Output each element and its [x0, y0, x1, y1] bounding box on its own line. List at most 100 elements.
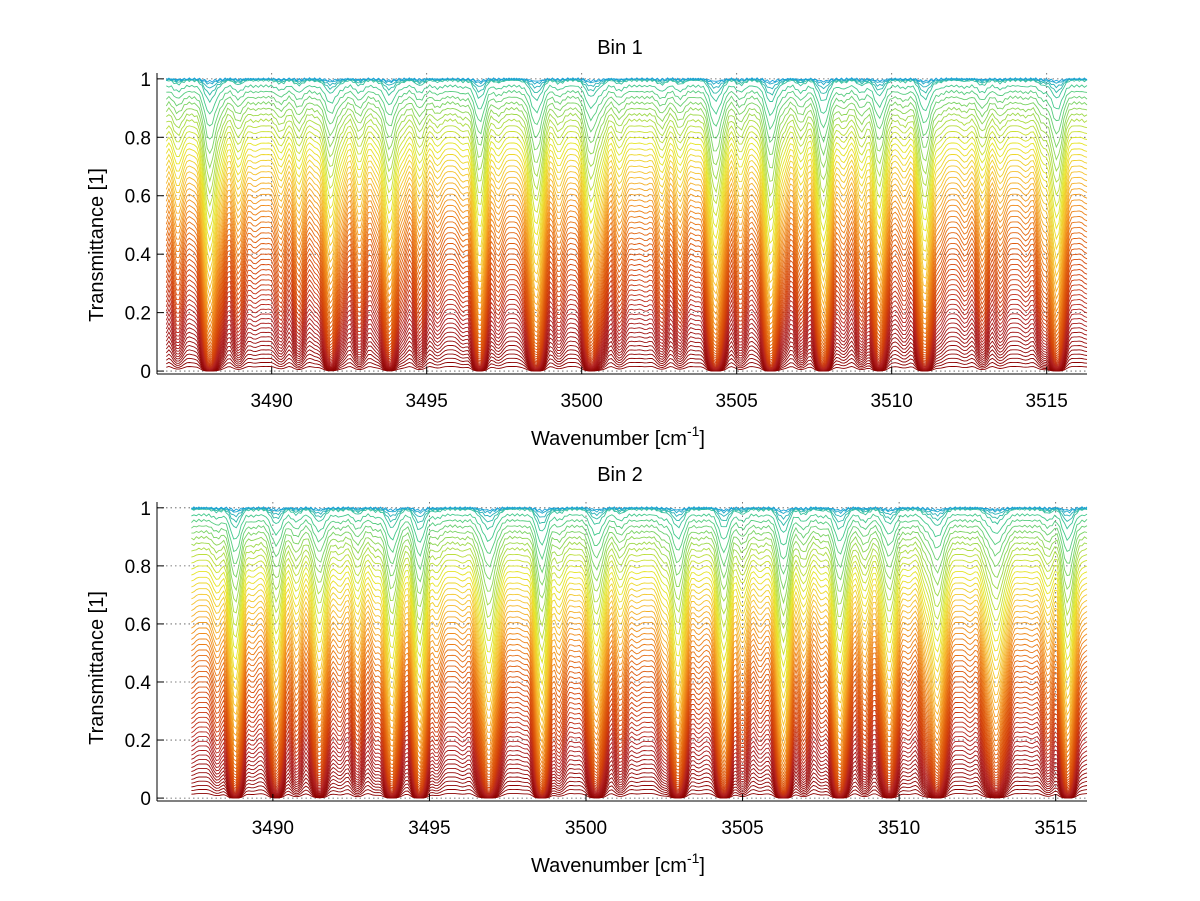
y-tick-label: 0	[140, 789, 151, 810]
series-line	[191, 541, 1088, 617]
series-line	[191, 506, 1088, 513]
series-line	[191, 610, 1088, 741]
series-line	[165, 283, 1088, 367]
x-tick-label: 3510	[871, 391, 913, 412]
series-line	[165, 142, 1088, 245]
series-line	[191, 593, 1088, 719]
x-axis-label: Wavenumber [cm-1]	[531, 423, 705, 450]
series-line	[165, 236, 1088, 353]
y-tick-label: 0.4	[125, 673, 152, 694]
series-line	[166, 112, 1088, 183]
series-line	[165, 278, 1088, 366]
series-line	[165, 176, 1088, 300]
y-tick-label: 0.4	[125, 245, 152, 266]
series-line	[166, 77, 1088, 96]
series-line	[165, 159, 1088, 275]
x-axis-label-suffix: ]	[699, 855, 705, 877]
series-line	[165, 125, 1088, 209]
series-line	[191, 513, 1088, 546]
series-line	[191, 565, 1088, 668]
series-line	[191, 518, 1088, 561]
series-line	[166, 366, 1088, 372]
series-line	[191, 726, 1088, 797]
series-line	[165, 267, 1088, 364]
series-line	[165, 106, 1088, 170]
x-axis-label-sup: -1	[687, 850, 700, 866]
series-line	[166, 84, 1088, 117]
series-line	[191, 643, 1088, 772]
series-line	[191, 680, 1088, 789]
panel-bin-1: Bin 1 3490 3495 3500 3505 3510 3515 0 0.2 0.4 0.6…	[86, 37, 1088, 450]
series-line	[191, 745, 1088, 798]
series-line	[165, 307, 1088, 370]
series-line	[165, 302, 1088, 370]
series-line	[165, 214, 1088, 340]
series-line	[166, 117, 1088, 197]
x-axis-label-text: Wavenumber [cm	[531, 855, 687, 877]
series-line	[165, 349, 1088, 372]
series-line	[165, 252, 1088, 359]
series-line	[191, 675, 1088, 787]
tick-labels: 3490 3495 3500 3505 3510 3515 0 0.2 0.4 0.6 0.8 1	[125, 70, 1068, 412]
y-tick-label: 0.8	[125, 557, 151, 578]
x-tick-label: 3495	[406, 391, 448, 412]
series-line	[165, 220, 1088, 343]
series-line	[191, 686, 1088, 790]
series-line	[165, 353, 1088, 372]
series-line	[191, 559, 1088, 656]
series-line	[191, 754, 1088, 798]
series-line	[191, 627, 1088, 759]
series-line	[165, 298, 1088, 369]
series-line	[191, 599, 1088, 727]
x-axis-label: Wavenumber [cm-1]	[531, 850, 705, 877]
series-line	[165, 192, 1088, 320]
series-line	[191, 535, 1088, 605]
series-line	[165, 203, 1088, 331]
series-line	[191, 701, 1088, 794]
series-line	[165, 317, 1088, 371]
chart-title: Bin 1	[597, 37, 643, 59]
series-line	[165, 288, 1088, 368]
series-line	[165, 164, 1088, 284]
series-line	[191, 665, 1088, 783]
x-tick-label: 3515	[1026, 391, 1068, 412]
y-tick-label: 0.2	[125, 731, 151, 752]
series-line	[191, 659, 1088, 781]
series-line	[191, 735, 1088, 798]
x-tick-label: 3495	[408, 818, 450, 839]
series-line	[165, 95, 1088, 144]
series-line	[165, 100, 1088, 157]
series-line	[165, 209, 1088, 335]
series-line	[166, 357, 1088, 372]
series-line	[165, 136, 1088, 233]
series-line	[165, 170, 1088, 292]
series-line	[165, 147, 1088, 255]
series-line	[191, 706, 1088, 795]
y-axis-label: Transmittance [1]	[86, 591, 108, 745]
series-line	[165, 331, 1088, 371]
x-tick-label: 3490	[251, 391, 293, 412]
x-tick-label: 3505	[721, 818, 763, 839]
y-tick-label: 0.6	[125, 615, 151, 636]
x-tick-label: 3500	[565, 818, 607, 839]
series-line	[191, 670, 1088, 786]
series-line	[165, 262, 1088, 363]
x-axis-label-sup: -1	[687, 423, 700, 439]
series-line	[166, 78, 1088, 104]
x-axis-label-suffix: ]	[699, 428, 705, 450]
series-line	[166, 89, 1088, 131]
series-layer	[191, 506, 1088, 799]
series-line	[191, 529, 1088, 591]
series-line	[165, 312, 1088, 370]
y-tick-label: 1	[140, 499, 151, 520]
series-line	[165, 198, 1088, 326]
chart-title: Bin 2	[597, 464, 643, 486]
series-line	[165, 187, 1088, 314]
y-tick-label: 1	[140, 70, 151, 91]
series-line	[191, 616, 1088, 748]
series-layer	[165, 77, 1088, 372]
series-line	[191, 546, 1088, 630]
y-axis-label: Transmittance [1]	[86, 168, 108, 322]
series-line	[165, 257, 1088, 361]
series-line	[165, 231, 1088, 350]
